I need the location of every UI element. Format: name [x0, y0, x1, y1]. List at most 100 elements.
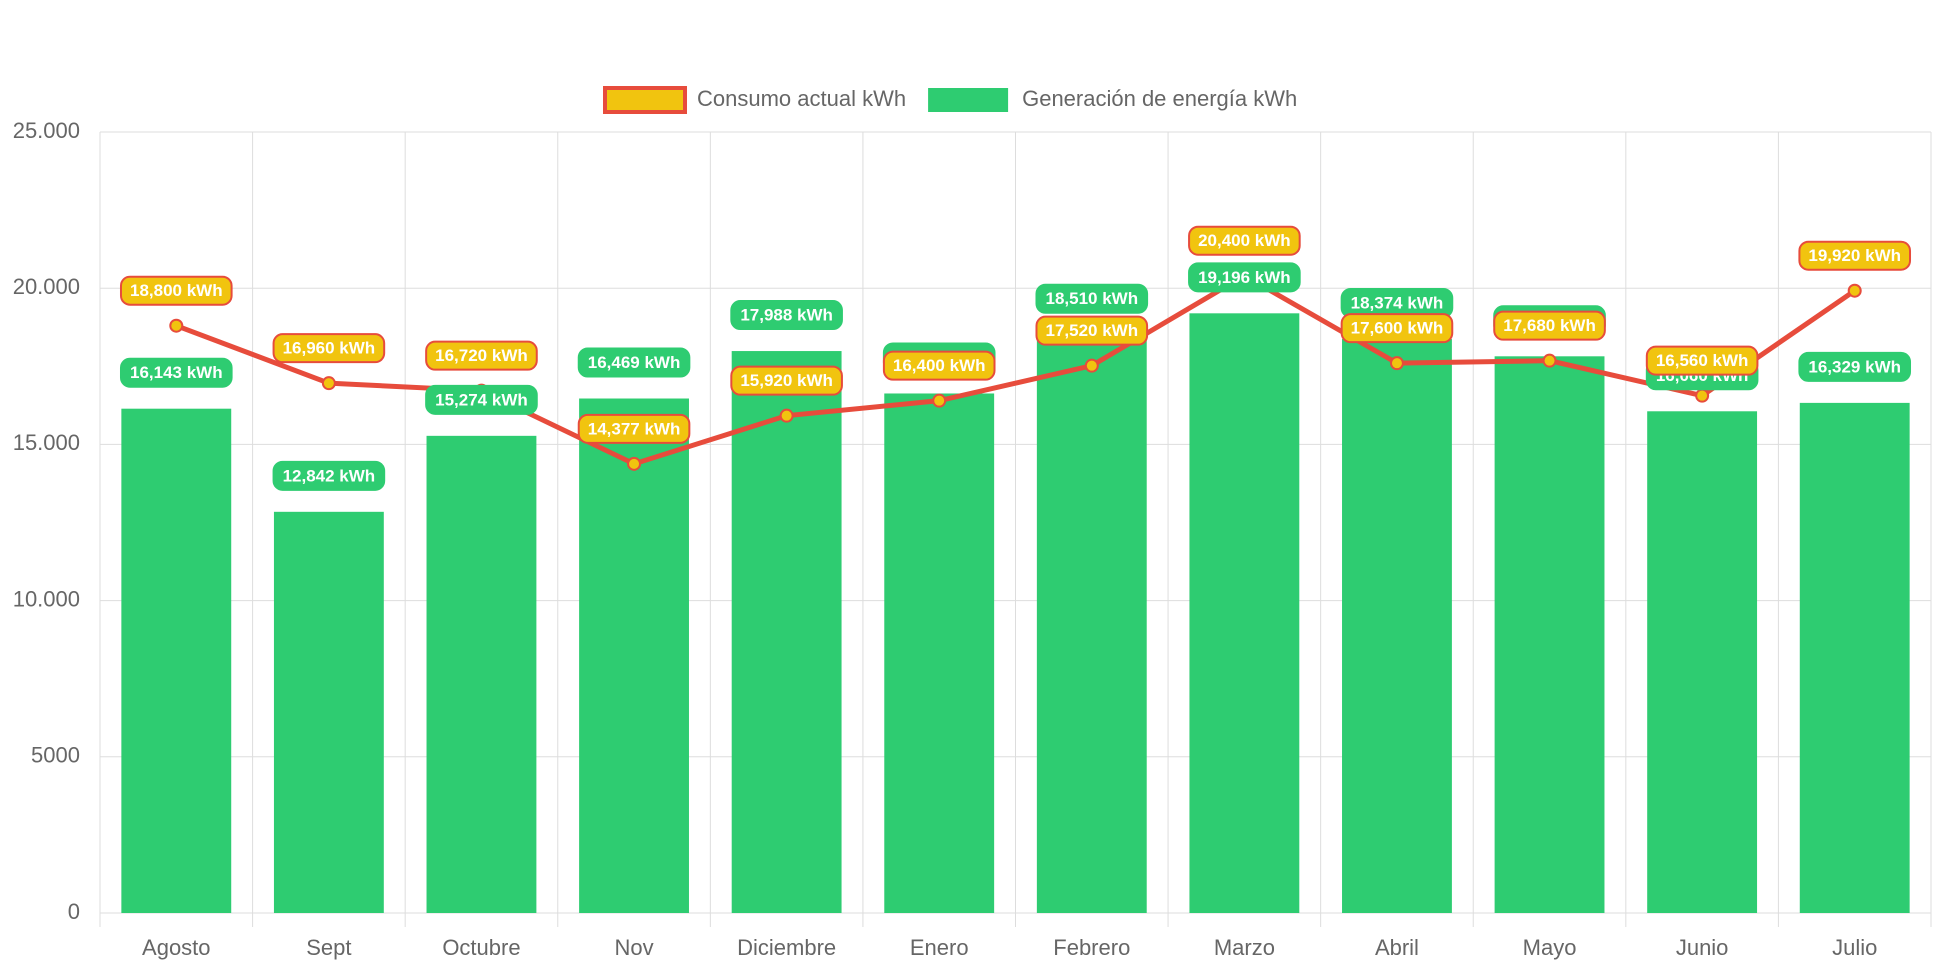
data-label: 19,196 kWh [1188, 262, 1301, 293]
point [1389, 356, 1404, 371]
data-label-text: 20,400 kWh [1198, 231, 1291, 250]
data-label: 16,329 kWh [1798, 351, 1912, 382]
point [1695, 388, 1710, 403]
x-tick-label: Mayo [1523, 935, 1577, 960]
legend-item: Generación de energía kWh [928, 86, 1297, 112]
x-tick-label: Abril [1375, 935, 1419, 960]
point [627, 456, 642, 471]
data-label: 18,374 kWh [1340, 287, 1454, 318]
data-label: 16,560 kWh [1645, 345, 1759, 376]
point [1084, 358, 1099, 373]
point [1847, 283, 1862, 298]
legend-label: Consumo actual kWh [697, 86, 906, 111]
data-label-box [1188, 262, 1301, 293]
data-label-box [577, 413, 691, 444]
data-label-text: 18,374 kWh [1351, 293, 1444, 312]
data-label-text: 18,510 kWh [1045, 289, 1138, 308]
point [932, 393, 947, 408]
data-label-text: 16,560 kWh [1656, 351, 1749, 370]
y-tick-label: 25.000 [13, 118, 80, 143]
bar [884, 393, 995, 914]
y-tick-label: 15.000 [13, 430, 80, 455]
data-label-text: 16,469 kWh [588, 353, 681, 372]
data-label-box [272, 460, 386, 491]
data-label: 16,720 kWh [425, 340, 538, 371]
point [1542, 353, 1557, 368]
bar [1494, 356, 1605, 913]
data-label-text: 14,377 kWh [588, 419, 681, 438]
bar [273, 511, 384, 913]
data-label: 20,400 kWh [1188, 225, 1301, 256]
bar [1342, 338, 1452, 914]
x-tick-label: Julio [1832, 935, 1877, 960]
data-label: 16,400 kWh [882, 350, 996, 381]
legend-swatch [603, 86, 687, 114]
bar [121, 408, 232, 913]
x-tick-label: Febrero [1053, 935, 1130, 960]
data-label-text: 16,400 kWh [893, 356, 986, 375]
data-label-box [272, 333, 386, 364]
data-label-text: 17,988 kWh [740, 306, 833, 325]
bar [1036, 334, 1147, 914]
data-label-text: 16,960 kWh [283, 339, 376, 358]
data-label-box [882, 350, 996, 381]
data-label: 15,920 kWh [730, 365, 843, 396]
legend-item: Consumo actual kWh [603, 86, 906, 114]
data-label: 18,800 kWh [119, 275, 233, 306]
data-label: 17,680 kWh [1493, 310, 1606, 341]
data-label-text: 17,520 kWh [1045, 321, 1138, 340]
y-tick-label: 20.000 [13, 274, 80, 299]
data-label-box [1188, 225, 1301, 256]
x-tick-label: Marzo [1214, 935, 1275, 960]
data-label-text: 16,720 kWh [435, 346, 528, 365]
point [321, 376, 336, 391]
data-label: 16,469 kWh [577, 347, 691, 378]
x-tick-label: Nov [614, 935, 653, 960]
bar [1647, 411, 1758, 913]
data-label-text: 16,329 kWh [1808, 357, 1901, 376]
data-label: 17,520 kWh [1035, 315, 1149, 346]
data-label-text: 19,920 kWh [1808, 246, 1901, 265]
bar [1189, 313, 1300, 913]
data-label-box [1798, 351, 1912, 382]
data-label-text: 19,196 kWh [1198, 268, 1291, 287]
data-label-box [1035, 315, 1149, 346]
data-label-box [425, 384, 538, 415]
data-label-box [1645, 345, 1759, 376]
data-label-text: 18,800 kWh [130, 281, 223, 300]
data-label: 17,600 kWh [1340, 313, 1454, 344]
legend-swatch [928, 88, 1009, 112]
data-label-box [119, 275, 233, 306]
data-label-text: 12,842 kWh [283, 466, 376, 485]
data-label: 16,960 kWh [272, 333, 386, 364]
data-label-box [425, 340, 538, 371]
y-tick-label: 10.000 [13, 586, 80, 611]
data-label-box [1035, 283, 1149, 314]
data-label-box [1340, 313, 1454, 344]
x-tick-label: Sept [306, 935, 351, 960]
data-label: 16,143 kWh [119, 357, 233, 388]
y-tick-label: 5000 [31, 743, 80, 768]
data-label-text: 15,274 kWh [435, 390, 528, 409]
y-tick-label: 0 [68, 899, 80, 924]
bar [1799, 402, 1910, 913]
data-label-text: 15,920 kWh [740, 371, 833, 390]
data-label: 19,920 kWh [1798, 240, 1912, 271]
x-tick-label: Junio [1676, 935, 1729, 960]
data-label-box [730, 300, 843, 331]
data-label-text: 16,143 kWh [130, 363, 223, 382]
data-label: 18,510 kWh [1035, 283, 1149, 314]
data-label-text: 17,680 kWh [1503, 316, 1596, 335]
bar [579, 398, 689, 914]
bar [426, 435, 537, 913]
data-label: 14,377 kWh [577, 413, 691, 444]
x-tick-label: Diciembre [737, 935, 836, 960]
point [169, 318, 184, 333]
data-label-box [119, 357, 233, 388]
data-label-box [1798, 240, 1912, 271]
data-label-text: 17,600 kWh [1351, 319, 1444, 338]
bar [731, 351, 842, 913]
data-label-box [730, 365, 843, 396]
data-label-box [577, 347, 691, 378]
